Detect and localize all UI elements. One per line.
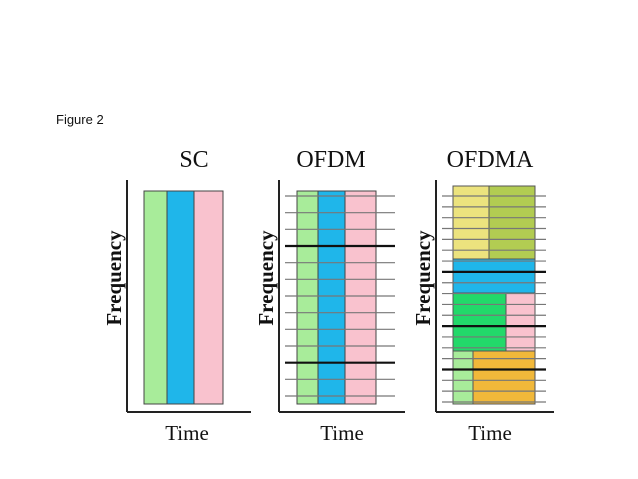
ofdm-pink-band	[344, 190, 377, 405]
sc-cyan-band	[166, 190, 195, 405]
ofdma-block-olive	[488, 185, 536, 260]
panel-title-ofdma: OFDMA	[447, 147, 534, 173]
ofdma-y-label: Frequency	[411, 230, 435, 326]
sc-green-band	[143, 190, 168, 405]
ofdma-x-label: Time	[468, 421, 512, 445]
ofdma-block-cyan	[452, 258, 536, 294]
sc-y-label: Frequency	[102, 230, 126, 326]
sc-pink-band	[193, 190, 224, 405]
sc-x-label: Time	[165, 421, 209, 445]
ofdma-subcarrier-lines	[442, 195, 546, 403]
panel-title-sc: SC	[179, 147, 208, 173]
panel-ofdma: OFDMA Time Frequency	[411, 147, 554, 445]
ofdm-subcarrier-lines	[285, 195, 395, 397]
ofdma-block-orange	[472, 350, 536, 405]
panel-ofdm: OFDM Time Frequency	[254, 147, 405, 445]
ofdma-block-yellow	[452, 185, 490, 260]
ofdm-y-label: Frequency	[254, 230, 278, 326]
ofdm-x-label: Time	[320, 421, 364, 445]
figure-caption: Figure 2	[56, 112, 104, 127]
panel-sc: SC Time Frequency	[102, 147, 251, 445]
ofdma-block-pink	[505, 292, 536, 352]
ofdm-light-green-band	[296, 190, 319, 405]
ofdm-cyan-band	[317, 190, 346, 405]
panel-title-ofdm: OFDM	[296, 147, 365, 173]
ofdma-block-green	[452, 292, 507, 352]
